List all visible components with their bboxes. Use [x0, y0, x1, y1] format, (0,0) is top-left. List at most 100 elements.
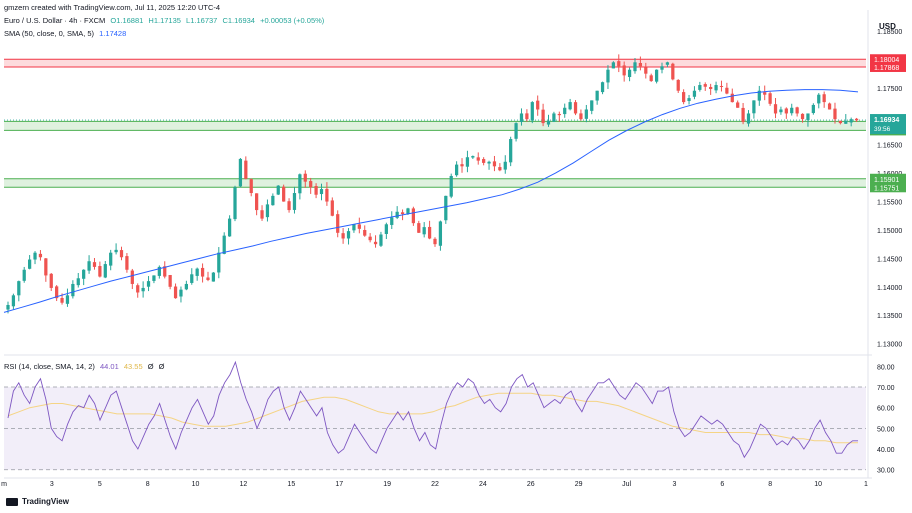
candle-body — [790, 107, 794, 114]
candle-body — [768, 93, 772, 104]
candle-body — [465, 157, 470, 167]
candle-body — [665, 62, 670, 65]
candle-body — [195, 268, 199, 276]
candle-body — [736, 102, 740, 108]
last-price-label: 1.16934 — [874, 117, 899, 124]
candle-body — [827, 103, 832, 110]
candle-body — [400, 212, 405, 215]
candle-body — [795, 107, 799, 114]
candle-body — [244, 160, 248, 179]
candle-body — [703, 84, 707, 87]
candle-body — [503, 161, 507, 170]
time-tick-label: 26 — [527, 481, 535, 488]
candle-body — [779, 109, 783, 113]
candle-body — [682, 92, 686, 103]
rsi-legend[interactable]: RSI (14, close, SMA, 14, 2) 44.01 43.55 … — [4, 362, 168, 371]
price-tick-label: 1.15000 — [877, 228, 902, 235]
candle-body — [476, 157, 480, 161]
candle-body — [622, 65, 626, 76]
candle-body — [98, 266, 102, 277]
candle-body — [417, 223, 421, 233]
candle-body — [87, 261, 91, 271]
candle-body — [255, 193, 259, 211]
candle-body — [541, 109, 545, 124]
time-tick-label: 6 — [720, 481, 724, 488]
rsi-label: RSI (14, close, SMA, 14, 2) — [4, 362, 95, 371]
candle-body — [276, 185, 280, 195]
candle-body — [530, 102, 534, 121]
candle-body — [44, 258, 48, 276]
candle-body — [849, 119, 853, 123]
candle-body — [76, 278, 80, 286]
candle-body — [638, 62, 643, 67]
candle-body — [373, 241, 378, 245]
candle-body — [546, 120, 551, 125]
symbol-ohlc-line: Euro / U.S. Dollar · 4h · FXCM O1.16881 … — [4, 16, 327, 25]
candle-body — [384, 224, 388, 234]
candle-body — [319, 189, 324, 195]
candle-body — [190, 274, 194, 283]
candle-body — [130, 270, 134, 284]
candle-body — [633, 62, 637, 72]
candle-body — [611, 62, 615, 69]
candle-body — [114, 249, 118, 253]
candle-body — [363, 230, 367, 236]
price-level-label: 1.18004 — [874, 57, 899, 64]
price-level-tag — [870, 173, 906, 184]
time-tick-label: 10 — [814, 481, 822, 488]
rsi-tick-label: 60.00 — [877, 406, 895, 413]
currency-label: USD — [879, 22, 896, 31]
time-tick-label: 24 — [479, 481, 487, 488]
ohlc-low: L1.16737 — [186, 16, 218, 25]
price-level-tag — [870, 61, 906, 72]
candle-body — [60, 297, 64, 303]
candle-body — [168, 275, 172, 287]
time-tick-label: 17 — [335, 481, 343, 488]
candle-body — [714, 85, 718, 91]
sma-legend[interactable]: SMA (50, close, 0, SMA, 5) 1.17428 — [4, 29, 129, 38]
rsi-tick-label: 50.00 — [877, 426, 895, 433]
candle-body — [141, 287, 145, 292]
candle-body — [309, 181, 313, 188]
candle-body — [179, 289, 183, 297]
candle-body — [109, 252, 113, 266]
candle-body — [330, 200, 334, 216]
candle-body — [514, 123, 518, 139]
candle-body — [460, 164, 464, 167]
candle-body — [11, 295, 16, 307]
candle-body — [422, 227, 426, 235]
candle-body — [303, 173, 307, 182]
candle-body — [22, 269, 26, 281]
candle-body — [211, 272, 216, 282]
symbol-title[interactable]: Euro / U.S. Dollar · 4h · FXCM — [4, 16, 106, 25]
candle-body — [341, 233, 345, 239]
candle-body — [368, 236, 372, 241]
rsi-tick-label: 40.00 — [877, 447, 895, 454]
candle-body — [33, 252, 37, 260]
candle-body — [6, 304, 10, 310]
resistance-zone — [4, 59, 866, 67]
price-tick-label: 1.17500 — [877, 86, 902, 93]
tradingview-logo-icon — [6, 497, 18, 506]
candle-body — [395, 211, 399, 218]
candle-body — [844, 120, 848, 124]
candle-body — [600, 82, 605, 93]
candle-body — [103, 264, 107, 278]
candle-body — [438, 221, 443, 246]
candle-body — [784, 108, 788, 114]
price-tick-label: 1.16500 — [877, 143, 902, 150]
candle-body — [773, 104, 778, 114]
candle-body — [292, 193, 297, 210]
candle-body — [573, 102, 578, 114]
support-zone — [4, 178, 866, 188]
candle-body — [806, 113, 810, 121]
candle-body — [71, 283, 75, 297]
candle-body — [55, 286, 59, 299]
candle-body — [222, 235, 226, 254]
time-tick-label: 29 — [575, 481, 583, 488]
time-tick-label: 3 — [50, 481, 54, 488]
time-tick-label: 3 — [672, 481, 676, 488]
time-tick-label: 8 — [768, 481, 772, 488]
candle-body — [136, 285, 140, 293]
